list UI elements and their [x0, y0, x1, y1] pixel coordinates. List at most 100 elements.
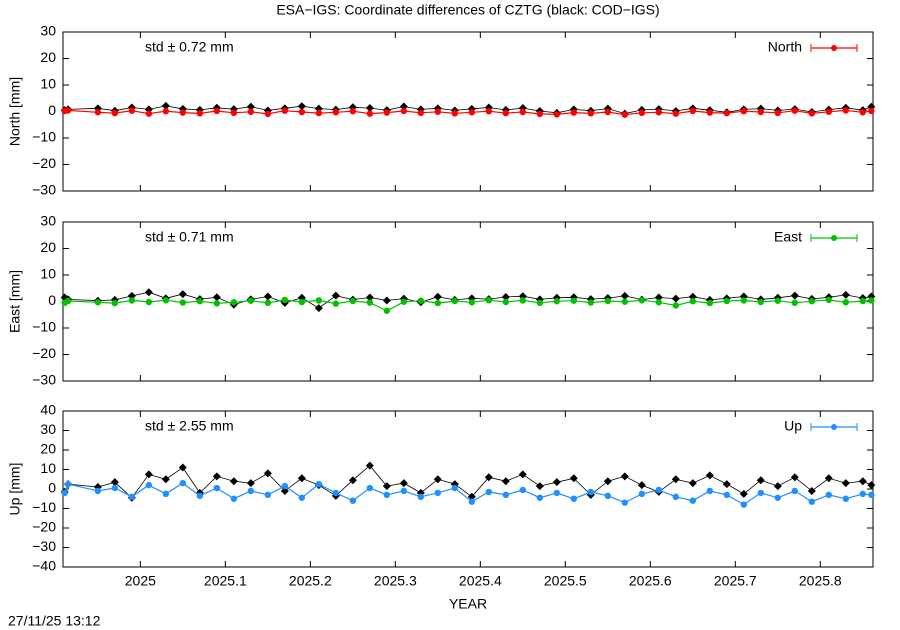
data-point	[706, 299, 714, 307]
y-tick-label: 30	[40, 213, 56, 229]
data-point	[757, 298, 765, 306]
data-point	[570, 109, 578, 116]
data-point	[621, 499, 629, 506]
data-point	[128, 297, 136, 304]
data-point	[689, 497, 697, 504]
data-point	[162, 296, 170, 304]
data-point	[757, 489, 765, 497]
legend-label: North	[768, 39, 802, 55]
series-group	[60, 461, 876, 508]
data-point	[281, 296, 289, 304]
y-tick-label: −10	[32, 499, 56, 515]
chart-title: ESA−IGS: Coordinate differences of CZTG …	[276, 2, 659, 18]
data-point	[655, 109, 663, 116]
data-point	[331, 291, 340, 300]
data-point	[867, 481, 876, 490]
y-tick-label: 20	[40, 239, 56, 255]
data-point	[790, 291, 799, 300]
data-point	[61, 489, 68, 497]
data-point	[705, 471, 714, 480]
data-point	[553, 298, 561, 305]
data-point	[349, 108, 357, 115]
legend-label: East	[774, 229, 802, 245]
data-point	[128, 493, 136, 500]
data-point	[230, 109, 238, 117]
y-tick-label: −10	[32, 129, 56, 145]
y-axis-label: Up [mm]	[7, 463, 23, 516]
data-point	[349, 497, 357, 504]
data-point	[400, 107, 408, 115]
y-tick-label: −10	[32, 319, 56, 335]
data-point	[842, 495, 850, 502]
data-point	[144, 470, 153, 479]
data-point	[723, 297, 731, 305]
data-point	[620, 472, 629, 481]
y-tick-label: 0	[48, 292, 56, 308]
data-point	[196, 298, 204, 305]
data-point	[230, 495, 238, 502]
data-point	[196, 492, 204, 500]
data-point	[145, 110, 153, 117]
data-point	[587, 488, 595, 496]
y-tick-label: −30	[32, 182, 56, 198]
data-point	[264, 110, 272, 118]
y-tick-label: 40	[40, 402, 56, 418]
data-point	[297, 102, 306, 111]
y-tick-label: 0	[48, 480, 56, 496]
data-point	[774, 297, 782, 304]
data-point	[774, 494, 782, 501]
data-point	[400, 298, 408, 305]
data-point	[264, 491, 272, 499]
data-point	[110, 478, 119, 487]
data-point	[825, 491, 833, 499]
legend-swatch	[831, 45, 837, 51]
y-tick-label: −30	[32, 538, 56, 554]
data-point	[349, 297, 357, 305]
data-point	[655, 486, 663, 494]
data-point	[536, 299, 544, 307]
y-tick-label: 20	[40, 49, 56, 65]
data-point	[433, 475, 442, 484]
data-point	[417, 109, 425, 117]
data-point	[773, 482, 782, 491]
data-point	[688, 292, 697, 301]
data-point	[263, 469, 272, 478]
data-point	[808, 498, 816, 505]
data-point	[638, 109, 646, 117]
data-point	[94, 487, 102, 495]
data-point	[808, 298, 816, 305]
data-point	[111, 109, 119, 117]
y-axis-label: North [mm]	[7, 77, 23, 146]
data-point	[825, 296, 833, 304]
data-point	[671, 294, 680, 303]
data-point	[858, 477, 867, 486]
data-point	[484, 473, 493, 482]
data-point	[706, 109, 714, 116]
data-point	[535, 482, 544, 491]
data-point	[246, 102, 255, 111]
data-point	[383, 109, 391, 116]
data-point	[298, 108, 306, 116]
data-point	[94, 109, 102, 116]
data-point	[400, 487, 408, 495]
std-annotation: std ± 2.55 mm	[145, 418, 234, 434]
data-point	[868, 297, 875, 304]
data-point	[179, 299, 187, 306]
x-tick-label: 2025.8	[799, 573, 842, 589]
data-point	[417, 493, 425, 500]
data-point	[213, 107, 221, 115]
data-point	[689, 298, 697, 305]
x-tick-label: 2025.1	[204, 573, 247, 589]
data-point	[162, 490, 170, 498]
x-tick-label: 2025.5	[544, 573, 587, 589]
data-point	[569, 474, 578, 483]
y-tick-label: −20	[32, 345, 56, 361]
std-annotation: std ± 0.72 mm	[145, 39, 234, 55]
y-tick-label: −20	[32, 155, 56, 171]
series-group	[60, 101, 876, 118]
data-point	[638, 490, 646, 498]
data-point	[502, 491, 510, 499]
y-tick-label: 0	[48, 102, 56, 118]
